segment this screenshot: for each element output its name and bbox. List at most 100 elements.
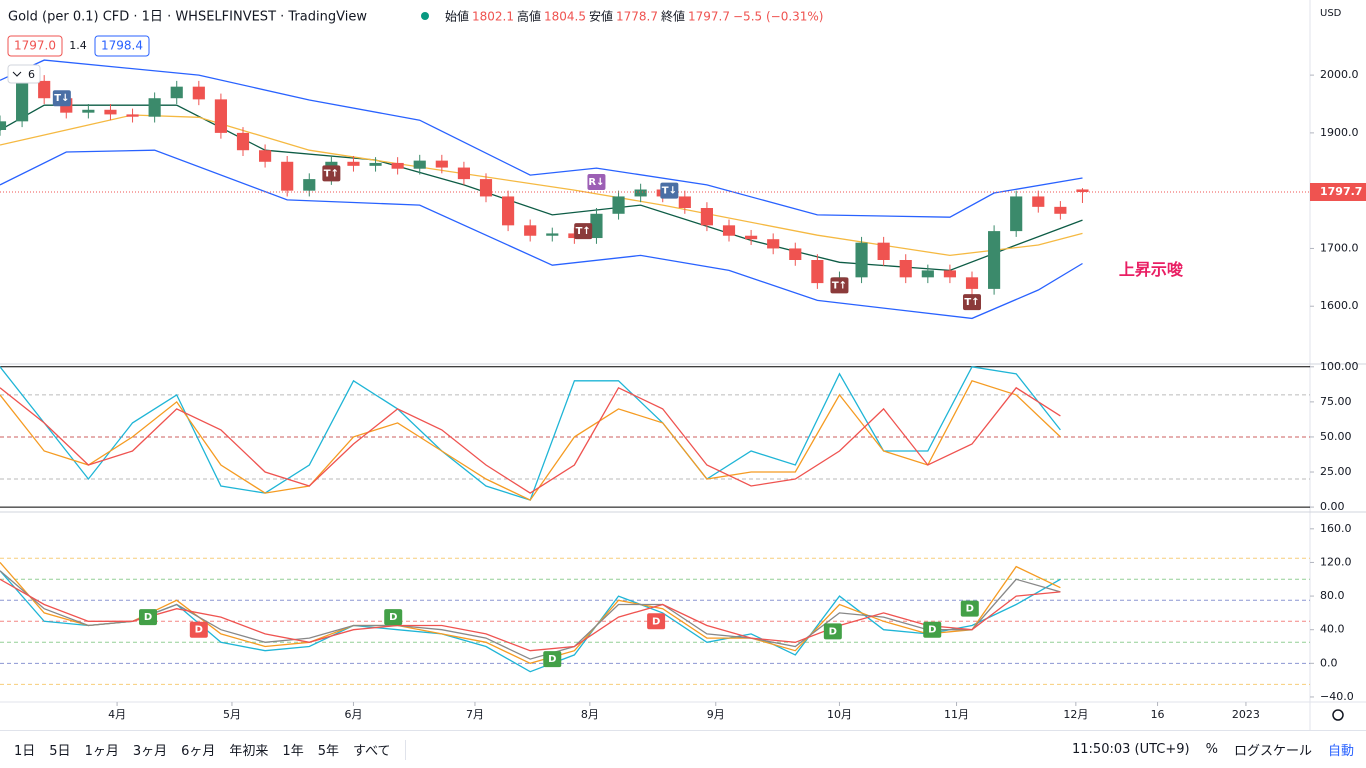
range-button[interactable]: すべて: [352, 744, 391, 759]
bid-box[interactable]: [7, 35, 63, 57]
signal-label: T↑: [832, 280, 847, 291]
candle-body: [104, 109, 117, 115]
signal-badge: [960, 600, 979, 617]
signal-label: D: [829, 626, 837, 637]
x-tick-label: 9月: [707, 708, 725, 721]
range-button[interactable]: 6ヶ月: [181, 744, 216, 759]
candle-body: [811, 260, 824, 284]
candle-body: [281, 161, 294, 191]
x-tick-label: 8月: [581, 708, 599, 721]
series-line: [0, 570, 1061, 673]
signal-label: T↑: [324, 168, 339, 179]
y-tick-label: 2000.0: [1320, 68, 1359, 81]
y-tick-label: 1600.0: [1320, 299, 1359, 312]
percent-toggle[interactable]: %: [1205, 742, 1218, 757]
candle-body: [38, 80, 51, 99]
candle-body: [943, 270, 956, 278]
series-line: [0, 578, 1061, 652]
signal-badge: [587, 174, 606, 190]
series-line: [0, 149, 1083, 320]
auto-toggle[interactable]: 自動: [1327, 744, 1354, 759]
signal-label: D: [144, 612, 152, 623]
plot: 1600.01700.01800.01900.02000.01797.7T↓T↑…: [0, 59, 1366, 721]
signal-badge: [963, 294, 982, 311]
candle-body: [413, 160, 426, 169]
signal-label: D: [548, 654, 556, 665]
symbol-title: Gold (per 0.1) CFD · 1日 · WHSELFINVEST ·…: [8, 10, 367, 25]
signal-badge: [189, 621, 208, 638]
candle-body: [347, 161, 360, 166]
candle-body: [855, 242, 868, 278]
signal-label: D: [195, 625, 203, 636]
log-toggle[interactable]: ログスケール: [1233, 744, 1312, 759]
x-tick-label: 6月: [344, 708, 362, 721]
y-tick-label: −40.0: [1320, 690, 1354, 703]
y-tick-label: 100.00: [1320, 360, 1359, 373]
candle-body: [722, 225, 736, 236]
y-tick-label: 50.00: [1320, 430, 1352, 443]
ohlc-value: 1804.5: [544, 10, 586, 24]
x-tick-label: 2023: [1232, 708, 1260, 721]
y-tick-label: 160.0: [1320, 522, 1352, 535]
series-line: [0, 114, 1083, 257]
x-tick-label: 11月: [944, 708, 969, 721]
candle-body: [1054, 206, 1067, 214]
candle-body: [82, 109, 95, 113]
candle-body: [16, 80, 29, 122]
ohlc-value: 1802.1: [472, 10, 514, 24]
range-button[interactable]: 1年: [282, 744, 304, 759]
separator: [404, 739, 406, 760]
x-tick-label: 12月: [1063, 708, 1088, 721]
y-tick-label: 120.0: [1320, 555, 1352, 568]
status-dot: [421, 12, 429, 20]
signal-label: D: [652, 616, 660, 627]
signal-badge: [322, 165, 341, 182]
signal-badge: [923, 621, 942, 638]
range-button[interactable]: 3ヶ月: [132, 744, 168, 759]
range-button[interactable]: 5日: [49, 744, 71, 759]
candle-body: [0, 121, 7, 130]
change: −5.5 (−0.31%): [733, 10, 824, 24]
candle-body: [148, 98, 161, 117]
y-tick-label: 0.00: [1320, 500, 1345, 513]
candle-body: [170, 86, 183, 99]
candle-body: [479, 179, 493, 197]
candle-body: [546, 233, 559, 236]
signal-badge: [647, 613, 666, 630]
clock[interactable]: 11:50:03 (UTC+9): [1072, 742, 1190, 757]
candle-body: [789, 248, 802, 260]
candle-body: [524, 225, 537, 236]
signal-badge: [830, 277, 849, 294]
settings-icon[interactable]: [1332, 709, 1344, 721]
range-button[interactable]: 年初来: [229, 744, 269, 759]
range-button[interactable]: 5年: [317, 744, 339, 759]
ask-box[interactable]: [94, 35, 150, 57]
series-line: [0, 386, 1061, 494]
spread: 1.4: [69, 39, 87, 52]
y-tick-label: 1700.0: [1320, 241, 1359, 254]
range-button[interactable]: 1日: [14, 744, 36, 759]
indicator-toggle[interactable]: [7, 64, 41, 84]
candle-body: [303, 179, 316, 191]
series-line: [0, 366, 1061, 501]
signal-badge: [52, 90, 71, 107]
range-button[interactable]: 1ヶ月: [84, 744, 119, 759]
series-line: [0, 380, 1061, 501]
candle-body: [877, 242, 890, 260]
signal-badge: [574, 223, 593, 240]
signal-label: T↑: [576, 226, 591, 237]
candle-body: [988, 231, 1001, 289]
signal-label: R↓: [588, 177, 604, 188]
candle-body: [457, 167, 470, 180]
series-line: [0, 104, 1083, 272]
ohlc: 始値 1802.1 高値 1804.5 安値 1778.7 終値 1797.7: [445, 9, 730, 24]
candle-body: [590, 213, 603, 239]
candle-body: [192, 86, 205, 100]
ohlc-label: 高値: [517, 9, 541, 24]
candle-body: [678, 196, 691, 208]
signal-label: D: [928, 625, 936, 636]
signal-label: T↑: [964, 297, 979, 308]
signal-label: T↓: [54, 93, 69, 104]
